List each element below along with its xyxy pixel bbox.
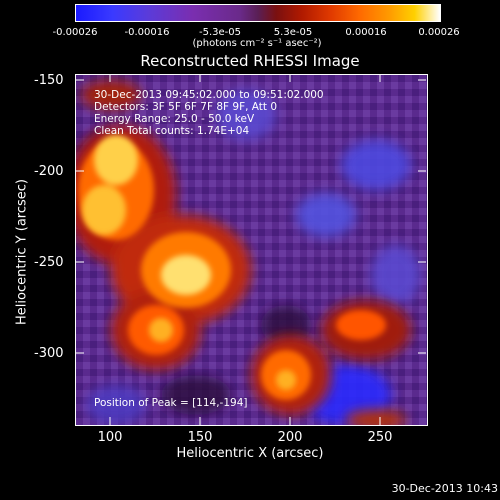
y-tick-label: -250 xyxy=(34,255,64,270)
annotation-time-range: 30-Dec-2013 09:45:02.000 to 09:51:02.000 xyxy=(94,89,324,101)
annotation-clean: Clean Total counts: 1.74E+04 xyxy=(94,125,250,137)
x-tick-label: 150 xyxy=(187,430,213,445)
x-axis-label: Heliocentric X (arcsec) xyxy=(176,446,324,461)
colorbar-units: (photons cm⁻² s⁻¹ asec⁻²) xyxy=(192,38,322,49)
colorbar-tick: 0.00016 xyxy=(345,27,387,38)
y-axis-label: Heliocentric Y (arcsec) xyxy=(14,179,30,325)
colorbar-tick: -5.3e-05 xyxy=(199,27,241,38)
colorbar xyxy=(75,4,441,22)
annotation-peak: Position of Peak = [114,-194] xyxy=(94,397,248,409)
y-tick-label: -300 xyxy=(34,346,64,361)
colorbar-tick: -0.00016 xyxy=(124,27,170,38)
y-tick-label: -200 xyxy=(34,164,64,179)
x-tick-label: 200 xyxy=(277,430,303,445)
image-title: Reconstructed RHESSI Image xyxy=(140,52,360,70)
annotation-energy: Energy Range: 25.0 - 50.0 keV xyxy=(94,113,255,125)
colorbar-tick: 0.00026 xyxy=(418,27,460,38)
intensity-map xyxy=(76,75,427,425)
rhessi-image: 30-Dec-2013 09:45:02.000 to 09:51:02.000… xyxy=(75,74,428,426)
colorbar-tick: -0.00026 xyxy=(52,27,98,38)
colorbar-tick: 5.3e-05 xyxy=(273,27,313,38)
annotation-detectors: Detectors: 3F 5F 6F 7F 8F 9F, Att 0 xyxy=(94,101,278,113)
footer-timestamp: 30-Dec-2013 10:43 xyxy=(391,482,498,495)
y-tick-label: -150 xyxy=(34,73,64,88)
x-tick-label: 250 xyxy=(367,430,393,445)
x-tick-label: 100 xyxy=(97,430,123,445)
